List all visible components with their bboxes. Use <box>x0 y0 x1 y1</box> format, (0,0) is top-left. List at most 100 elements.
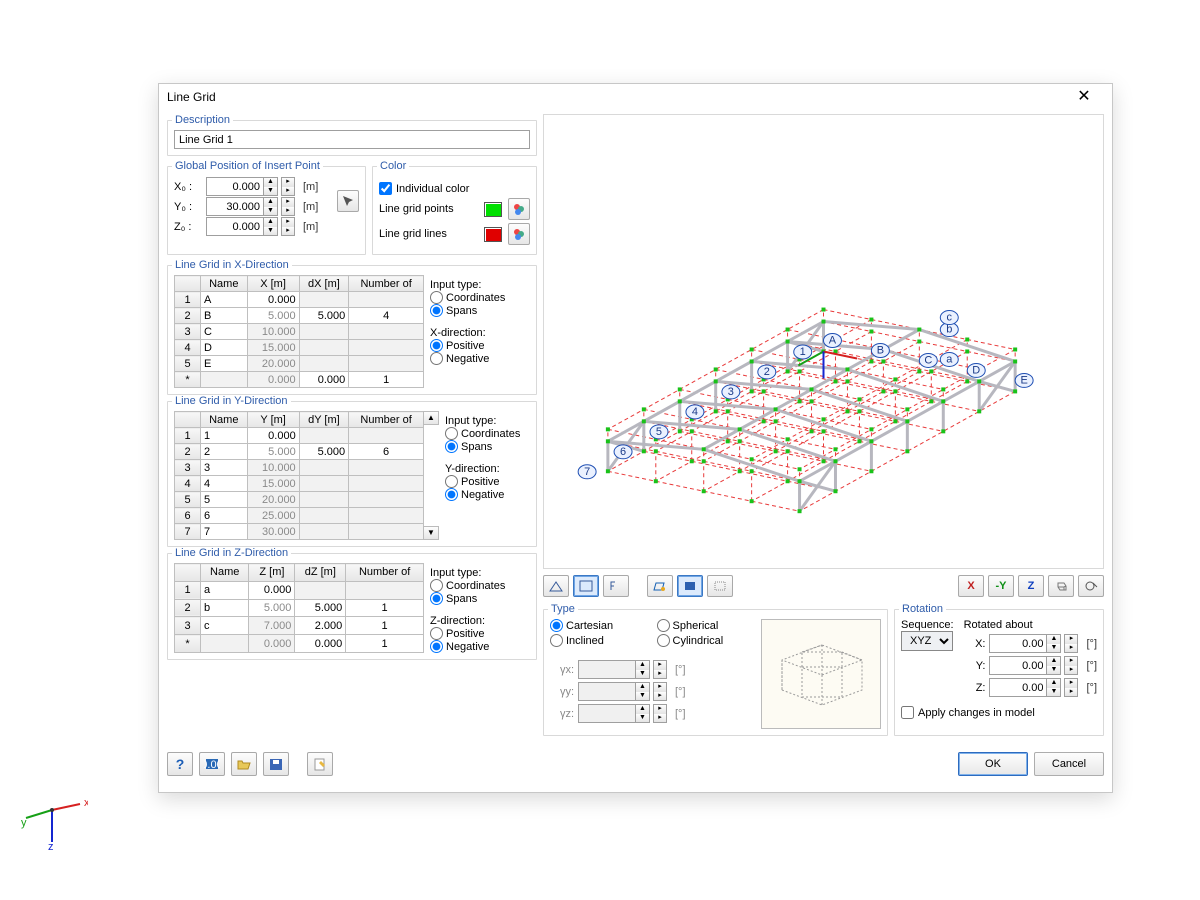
x-cell-coord[interactable]: 0.000 <box>247 292 299 308</box>
x-cell-name[interactable] <box>201 372 248 388</box>
view-x-button[interactable]: X <box>958 575 984 597</box>
x-cell-coord[interactable]: 15.000 <box>247 340 299 356</box>
gp-input-2[interactable] <box>206 217 264 236</box>
rot-step-0[interactable]: ▸▸ <box>1064 634 1078 653</box>
y-cell-name[interactable]: 6 <box>201 508 248 524</box>
type-cylindrical[interactable]: Cylindrical <box>657 634 756 647</box>
y-cell-name[interactable]: 7 <box>201 524 248 540</box>
spin-down-icon[interactable]: ▼ <box>264 227 277 236</box>
y-cell-name[interactable]: 2 <box>201 444 248 460</box>
x-cell-n[interactable] <box>349 340 424 356</box>
type-cartesian[interactable]: Cartesian <box>550 619 649 632</box>
x-cell-coord[interactable]: 0.000 <box>247 372 299 388</box>
spin-down-icon[interactable]: ▼ <box>1047 644 1060 653</box>
step-up-icon[interactable]: ▸ <box>282 198 294 207</box>
x-cell-name[interactable]: A <box>201 292 248 308</box>
spin-up-icon[interactable]: ▲ <box>1047 635 1060 644</box>
y-row-hdr[interactable]: 5 <box>175 492 201 508</box>
type-inclined-radio[interactable] <box>550 634 563 647</box>
y-cell-d[interactable] <box>299 524 348 540</box>
rot-input-2[interactable] <box>989 678 1047 697</box>
x-cell-n[interactable]: 4 <box>349 308 424 324</box>
z-row-hdr[interactable]: * <box>175 635 201 653</box>
y-cell-n[interactable] <box>349 476 424 492</box>
y-scroll-up[interactable]: ▲ <box>423 411 439 425</box>
z-dir-positive[interactable]: Positive <box>430 627 505 640</box>
y-row-hdr[interactable]: 3 <box>175 460 201 476</box>
sequence-select[interactable]: XYZ <box>901 631 953 651</box>
x-input-spans[interactable]: Spans <box>430 304 505 317</box>
apply-changes-check[interactable]: Apply changes in model <box>901 706 1097 719</box>
spin-down-icon[interactable]: ▼ <box>1047 688 1060 697</box>
y-input-spans-radio[interactable] <box>445 440 458 453</box>
y-dir-negative[interactable]: Negative <box>445 488 520 501</box>
z-cell-name[interactable]: a <box>201 581 249 599</box>
z-cell-n[interactable]: 1 <box>346 635 424 653</box>
y-row-hdr[interactable]: 4 <box>175 476 201 492</box>
spin-down-icon[interactable]: ▼ <box>1047 666 1060 675</box>
spin-up-icon[interactable]: ▲ <box>1047 657 1060 666</box>
z-cell-n[interactable]: 1 <box>346 617 424 635</box>
view-y-button[interactable]: -Y <box>988 575 1014 597</box>
y-cell-n[interactable] <box>349 492 424 508</box>
edit-button[interactable] <box>307 752 333 776</box>
z-input-spans[interactable]: Spans <box>430 592 505 605</box>
x-cell-name[interactable]: B <box>201 308 248 324</box>
y-cell-name[interactable]: 1 <box>201 428 248 444</box>
x-cell-d[interactable]: 5.000 <box>299 308 349 324</box>
gp-input-1[interactable] <box>206 197 264 216</box>
spin-up-icon[interactable]: ▲ <box>1047 679 1060 688</box>
y-row-hdr[interactable]: 1 <box>175 428 201 444</box>
step-icon[interactable]: ▸ <box>1065 644 1077 653</box>
view-iso-button[interactable] <box>1048 575 1074 597</box>
y-dir-positive[interactable]: Positive <box>445 475 520 488</box>
z-input-spans-radio[interactable] <box>430 592 443 605</box>
z-cell-coord[interactable]: 7.000 <box>249 617 295 635</box>
step-icon[interactable]: ▸ <box>1065 657 1077 666</box>
step-down-icon[interactable]: ▸ <box>282 227 294 236</box>
z-dir-negative-radio[interactable] <box>430 640 443 653</box>
gp-spin-1[interactable]: ▲▼ <box>206 197 278 216</box>
x-cell-coord[interactable]: 20.000 <box>247 356 299 372</box>
spin-down-icon[interactable]: ▼ <box>264 187 277 196</box>
view-tool-5[interactable] <box>677 575 703 597</box>
x-row-hdr[interactable]: 5 <box>175 356 201 372</box>
z-cell-d[interactable]: 5.000 <box>295 599 346 617</box>
cancel-button[interactable]: Cancel <box>1034 752 1104 776</box>
gp-spin-0[interactable]: ▲▼ <box>206 177 278 196</box>
y-cell-n[interactable] <box>349 508 424 524</box>
y-scroll-down[interactable]: ▼ <box>423 526 439 540</box>
z-cell-d[interactable] <box>295 581 346 599</box>
step-icon[interactable]: ▸ <box>1065 688 1077 697</box>
gp-step-2[interactable]: ▸▸ <box>281 217 295 236</box>
y-row-hdr[interactable]: 7 <box>175 524 201 540</box>
help-button[interactable]: ? <box>167 752 193 776</box>
y-cell-n[interactable] <box>349 460 424 476</box>
y-cell-coord[interactable]: 0.000 <box>247 428 299 444</box>
z-row-hdr[interactable]: 2 <box>175 599 201 617</box>
view-tool-6[interactable] <box>707 575 733 597</box>
y-cell-n[interactable]: 6 <box>349 444 424 460</box>
y-dir-positive-radio[interactable] <box>445 475 458 488</box>
spin-up-icon[interactable]: ▲ <box>264 178 277 187</box>
z-row-hdr[interactable]: 3 <box>175 617 201 635</box>
y-cell-coord[interactable]: 25.000 <box>247 508 299 524</box>
spin-up-icon[interactable]: ▲ <box>264 218 277 227</box>
y-cell-d[interactable] <box>299 492 348 508</box>
x-row-hdr[interactable]: * <box>175 372 201 388</box>
rot-spin-2[interactable]: ▲▼ <box>989 678 1061 697</box>
x-input-spans-radio[interactable] <box>430 304 443 317</box>
step-up-icon[interactable]: ▸ <box>282 218 294 227</box>
x-input-coordinates[interactable]: Coordinates <box>430 291 505 304</box>
x-input-coordinates-radio[interactable] <box>430 291 443 304</box>
type-cartesian-radio[interactable] <box>550 619 563 632</box>
y-input-coordinates-radio[interactable] <box>445 427 458 440</box>
view-tool-4[interactable] <box>647 575 673 597</box>
y-cell-d[interactable] <box>299 428 348 444</box>
rot-input-1[interactable] <box>989 656 1047 675</box>
type-cylindrical-radio[interactable] <box>657 634 670 647</box>
x-cell-d[interactable] <box>299 340 349 356</box>
step-down-icon[interactable]: ▸ <box>282 187 294 196</box>
z-cell-name[interactable]: c <box>201 617 249 635</box>
description-input[interactable] <box>174 130 530 149</box>
